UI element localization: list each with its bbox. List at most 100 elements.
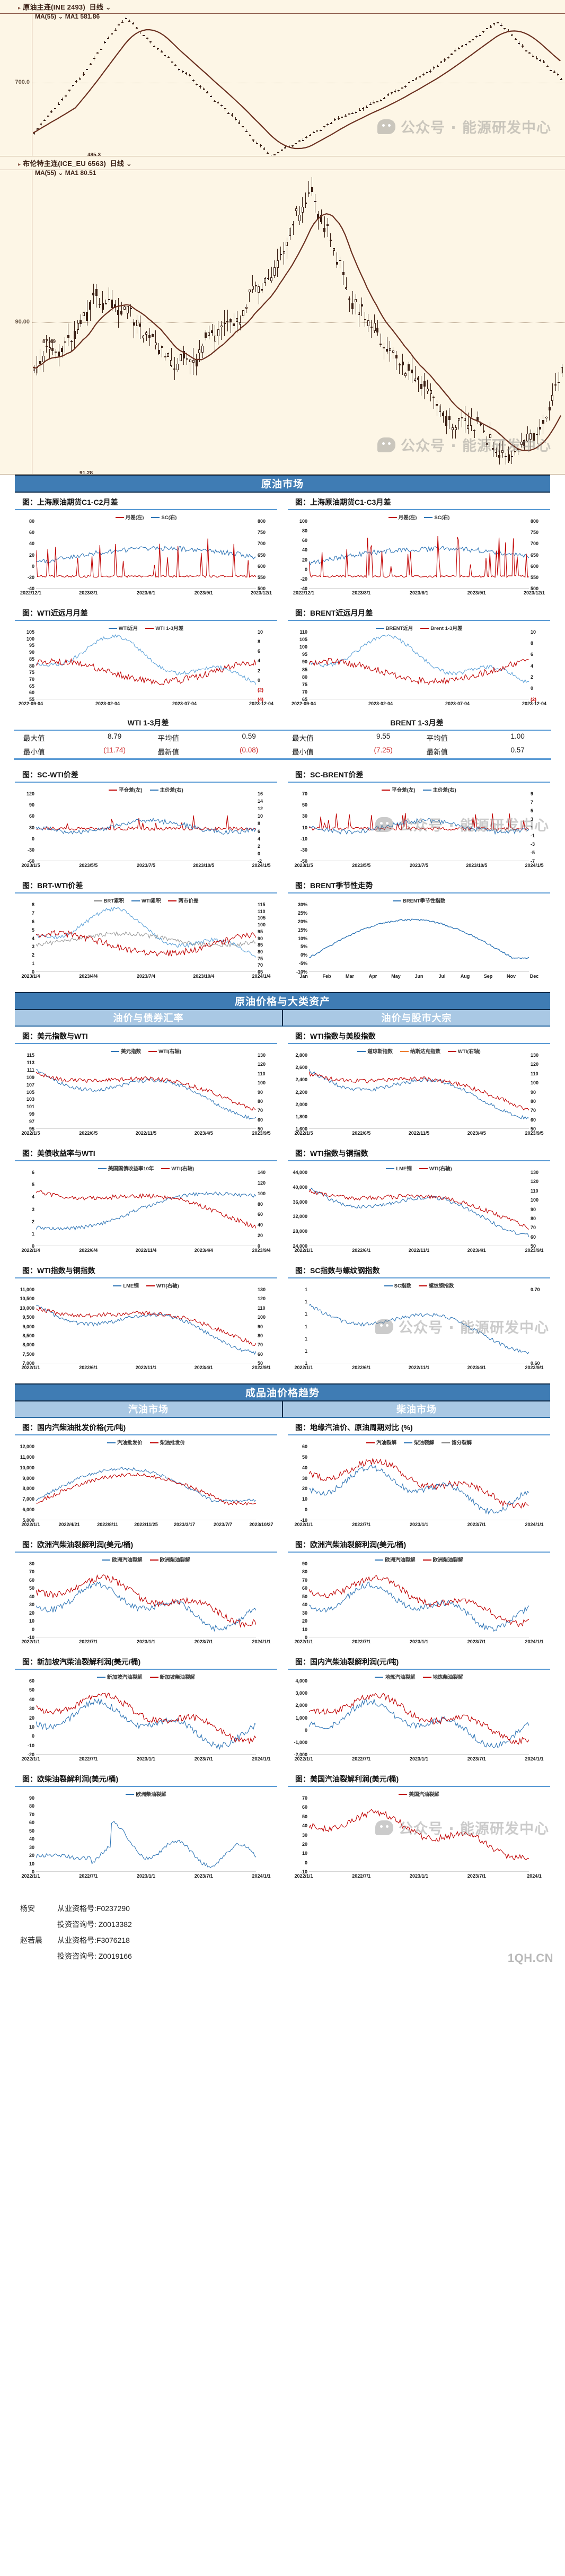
footer-row: 赵若晨 从业资格号:F3076218 (0, 1932, 565, 1948)
y-tick-label: -7 (531, 858, 535, 864)
y-tick-label: 9,000 (22, 1475, 34, 1481)
y-tick-label: 95 (29, 1126, 34, 1132)
y-tick-label: 2,200 (295, 1089, 307, 1095)
y-tick-label: 3,000 (295, 1690, 307, 1696)
plot-area (36, 1290, 256, 1363)
y-tick-label: 12 (258, 806, 263, 812)
y-tick-label: -10 (300, 1518, 307, 1523)
chart-plot: 美国汽油裂解 70 60 50 40 30 20 10 0 -10 2022/1/1 2022/7… (288, 1790, 550, 1881)
x-tick-label: 2023/1/1 (409, 1639, 429, 1644)
chart-legend: WTI近月 WTI 1-3月差 (15, 624, 277, 632)
chevron-down-icon[interactable]: ⌄ (58, 169, 64, 177)
y-axis-left: 90 80 70 60 50 40 30 20 10 0 (288, 1561, 309, 1640)
x-axis: 2022/1/4 2022/6/4 2022/11/4 2023/4/4 2023/9/… (21, 1247, 270, 1256)
y-tick-label: 30 (29, 1602, 34, 1608)
kline-y-axis-crude: 700.0 (15, 79, 30, 85)
stats-value: 8.79 (107, 732, 122, 740)
kline-y-axis-brent: 90.00 (15, 319, 30, 325)
y-tick-label: 0 (304, 1727, 307, 1733)
y-tick-label: -50 (300, 858, 307, 864)
y-tick-label: 1 (304, 1299, 307, 1305)
plot-area (309, 1798, 529, 1872)
y-tick-label: 60 (29, 1820, 34, 1826)
chart-plot: 月差(左) SC(右) 80 60 40 20 0 -20 -40 800 750 700 650… (15, 513, 277, 598)
y-tick-label: 40 (302, 1823, 307, 1829)
y-tick-label: 30 (302, 1610, 307, 1616)
y-tick-label: 30 (302, 813, 307, 819)
plot-area (36, 521, 256, 589)
chart-title: 图：WTI指数与铜指数 (288, 1147, 550, 1161)
y-tick-label: 10 (258, 813, 263, 819)
chevron-down-icon[interactable]: ⌄ (105, 3, 111, 11)
x-tick-label: 2023/7/1 (467, 1873, 486, 1879)
chevron-down-icon[interactable]: ⌄ (58, 13, 64, 20)
y-tick-label: 130 (258, 1287, 266, 1292)
y-tick-label: 60 (302, 1585, 307, 1591)
y-tick-label: 65 (302, 697, 307, 702)
y-tick-label: 11,000 (20, 1454, 34, 1460)
x-axis: 2022/1/1 2022/7/1 2023/1/1 2023/7/1 2024/1/1 (294, 1638, 543, 1647)
y-axis-left: 115 113 111 109 107 105 103 101 99 97 95 (15, 1053, 36, 1132)
plot-area (309, 1447, 529, 1520)
stats-label: 最小值 (23, 748, 45, 756)
chart-title: 图：新加坡汽柴油裂解利润(美元/桶) (15, 1655, 277, 1670)
stats-row: 最小值 (11.74) 最新值 (0.08) 最小值 (7.25) 最新值 0.… (14, 744, 551, 760)
stats-value: 9.55 (376, 732, 391, 740)
x-tick-label: 2023/10/5 (193, 863, 215, 868)
y-tick-label: 40 (29, 1696, 34, 1702)
x-tick-label: 2024/1 (527, 1873, 542, 1879)
y-tick-label: 40 (302, 1465, 307, 1470)
x-tick-label: Aug (460, 974, 470, 979)
stats-label: 最小值 (292, 748, 314, 756)
kline-panel-crude[interactable]: ▸ 原油主连(INE 2493) 日线 ⌄ MA(55) ⌄ MA1 581.86… (0, 0, 565, 156)
y-tick-label: 8 (531, 641, 534, 646)
plot-area (36, 1055, 256, 1129)
chart-cell: 图：美国汽油裂解利润(美元/桶) 美国汽油裂解 70 60 50 40 30 20 10 0 -… (282, 1769, 555, 1887)
y-tick-label: 2 (258, 843, 261, 849)
x-axis: 2023/1/5 2023/5/5 2023/7/5 2023/10/5 2024/1/… (294, 862, 543, 871)
x-tick-label: 2024/1/1 (252, 1756, 271, 1762)
y-tick-label: 100 (531, 1197, 539, 1203)
x-tick-label: 2023/5/5 (352, 863, 371, 868)
x-tick-label: 2023-07-04 (445, 701, 470, 706)
y-tick-label: 1 (31, 961, 34, 967)
x-tick-label: 2024/1/4 (252, 974, 271, 979)
y-tick-label: -10 (300, 836, 307, 842)
x-tick-label: 2022/4/21 (58, 1522, 80, 1527)
y-tick-label: 90 (531, 1206, 536, 1212)
chart-title: 图：SC-WTI价差 (15, 768, 277, 783)
x-tick-label: 2023/7/5 (136, 863, 156, 868)
y-tick-label: 2 (258, 668, 261, 673)
chart-legend: 汽油裂解 柴油裂解 馏分裂解 (288, 1439, 550, 1446)
y-tick-label: 80 (302, 674, 307, 680)
y-tick-label: 105 (258, 915, 266, 921)
x-tick-label: 2022/6/5 (352, 1131, 371, 1136)
y-tick-label: 750 (531, 530, 539, 536)
y-tick-label: 40 (302, 1602, 307, 1608)
x-tick-label: 2022/7/1 (79, 1756, 98, 1762)
chevron-down-icon[interactable]: ⌄ (126, 160, 132, 168)
y-axis-right: 140 120 100 80 60 40 20 0 (256, 1170, 277, 1249)
chart-plot: WTI近月 WTI 1-3月差 105 100 95 90 85 80 75 70 65 60 55… (15, 624, 277, 709)
y-tick-label: 5 (31, 1182, 34, 1188)
chart-legend: 欧洲柴油裂解 (15, 1790, 277, 1798)
y-tick-label: 3 (531, 816, 534, 822)
y-tick-label: 8 (31, 902, 34, 907)
plot-area (309, 1055, 529, 1129)
y-tick-label: -30 (27, 847, 34, 853)
y-tick-label: 30 (29, 825, 34, 830)
y-tick-label: 2,000 (295, 1703, 307, 1708)
y-tick-label: 32,000 (293, 1214, 307, 1220)
y-tick-label: 70 (258, 1342, 263, 1348)
subsection-row: 油价与债券汇率 油价与股市大宗 (15, 1010, 550, 1027)
kline-panel-brent[interactable]: ▸ 布伦特主连(ICE_EU 6563) 日线 ⌄ MA(55) ⌄ MA1 80… (0, 156, 565, 475)
y-tick-label: 110 (258, 1071, 266, 1076)
y-tick-label: 130 (531, 1053, 539, 1058)
x-tick-label: 2022/7/1 (79, 1873, 98, 1879)
kline-marker-icon: ▸ (18, 162, 21, 168)
y-axis-right (529, 905, 550, 972)
x-tick-label: 2023/3/1 (352, 590, 371, 595)
candlestick-series-crude (33, 14, 564, 156)
chart-grid-crude-1: 图：上海原油期货C1-C2月差 月差(左) SC(右) 80 60 40 20 0 -20… (0, 493, 565, 714)
